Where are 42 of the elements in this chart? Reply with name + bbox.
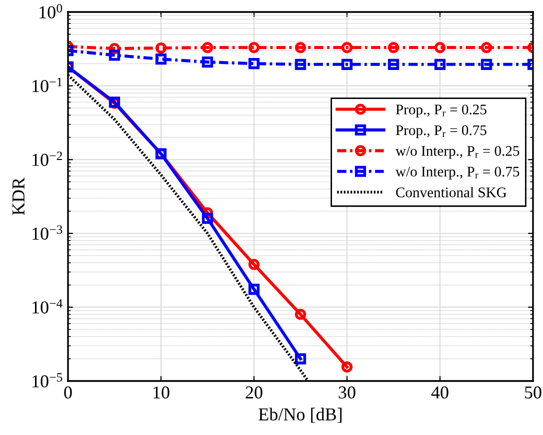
point (202, 56, 214, 68)
legend-label: Conventional SKG (396, 187, 506, 198)
legend-label: Prop., P$_{r}$ = 0.75 (396, 125, 486, 138)
y-tick-label: 10$^{0}$ (40, 4, 62, 18)
point (434, 42, 446, 54)
y-axis-title: KDR (12, 177, 24, 216)
point (108, 50, 120, 61)
x-tick-label: 50 (525, 386, 542, 399)
y-tick-label: 10$^{−1}$ (32, 78, 62, 92)
point (202, 42, 214, 54)
point (248, 258, 260, 270)
point (388, 42, 400, 54)
x-tick-label: 0 (64, 386, 72, 399)
point (341, 58, 353, 70)
point (248, 42, 260, 54)
point (294, 308, 306, 320)
point (294, 42, 306, 54)
x-tick-label: 10 (154, 386, 170, 399)
point (248, 58, 260, 70)
point (388, 58, 400, 70)
point (248, 284, 260, 295)
x-axis-title: Eb/No [dB] (258, 408, 342, 423)
point (155, 42, 167, 54)
point (202, 212, 214, 224)
point (341, 42, 353, 54)
legend-label: Prop., P$_{r}$ = 0.25 (396, 104, 486, 118)
x-tick-label: 40 (431, 386, 448, 399)
point (480, 42, 492, 54)
point (294, 353, 306, 364)
x-tick-label: 20 (246, 386, 262, 399)
point (341, 361, 353, 373)
point (294, 58, 306, 70)
point (480, 58, 492, 70)
x-tick-label: 30 (338, 386, 356, 399)
point (155, 54, 167, 65)
y-tick-label: 10$^{−5}$ (32, 373, 62, 388)
point (434, 58, 446, 70)
legend-label: w/o Interp., P$_{r}$ = 0.75 (395, 166, 520, 180)
legend-label: w/o Interp., P$_{r}$ = 0.25 (395, 146, 520, 159)
y-tick-label: 10$^{−2}$ (32, 152, 62, 166)
y-tick-label: 10$^{−3}$ (32, 225, 62, 240)
y-tick-label: 10$^{−4}$ (32, 299, 62, 314)
